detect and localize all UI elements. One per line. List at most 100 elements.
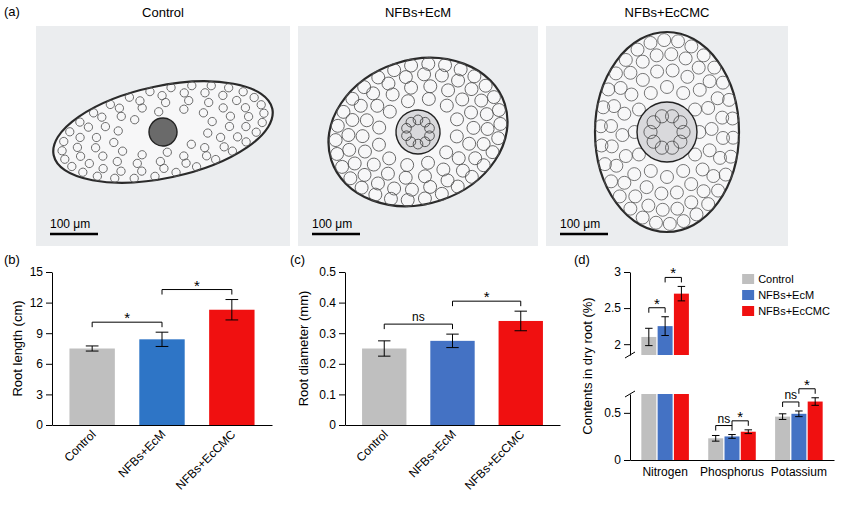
cell (206, 81, 216, 91)
y-tick: 12 (30, 296, 52, 310)
cell (157, 91, 167, 101)
cell (98, 151, 108, 161)
scale-bar (50, 233, 98, 236)
cell (484, 144, 500, 160)
cell (452, 61, 468, 77)
legend-label: NFBs+EcM (758, 289, 814, 301)
cell (702, 101, 715, 114)
cell (101, 122, 111, 132)
cell (216, 132, 226, 142)
error-bar (715, 435, 716, 441)
cell (130, 115, 140, 125)
cell (656, 203, 669, 216)
error-cap (795, 416, 802, 417)
stele-cell (419, 116, 431, 128)
cell (702, 198, 715, 211)
cell (644, 36, 657, 49)
plot-area (362, 311, 543, 425)
bar (499, 321, 543, 425)
bar (209, 310, 254, 425)
cell (186, 139, 196, 149)
cell (166, 83, 176, 93)
scale-bar-label: 100 μm (560, 217, 600, 231)
cell (257, 118, 267, 128)
cell (199, 108, 209, 118)
significance-label: ns (412, 310, 425, 324)
cell (685, 196, 698, 209)
y-tick-label: 2 (614, 338, 621, 352)
bar (362, 349, 406, 426)
cell (650, 49, 663, 62)
cell (92, 171, 102, 181)
cell (84, 122, 94, 132)
cell (347, 155, 363, 171)
x-tick-label: Nitrogen (642, 465, 687, 479)
cell (679, 52, 692, 65)
error-cap (446, 334, 458, 335)
bar (430, 341, 474, 425)
error-cap (728, 438, 735, 439)
cell (703, 75, 716, 88)
error-cap (86, 351, 99, 352)
bar (741, 432, 756, 460)
y-tick-mark (46, 394, 52, 395)
cell (613, 190, 626, 203)
cell (595, 139, 608, 152)
bar (775, 417, 790, 460)
y-tick: 0 (614, 453, 630, 467)
y-tick: 0.4 (319, 296, 345, 310)
cell (724, 150, 737, 163)
cell (605, 175, 618, 188)
y-tick-mark (624, 344, 630, 345)
y-tick-mark (46, 272, 52, 273)
error-cap (712, 435, 719, 436)
cell (381, 150, 397, 166)
y-axis-title: Root length (cm) (10, 300, 25, 396)
cell (57, 146, 67, 156)
cell (65, 127, 75, 137)
bar-lower-part (641, 394, 656, 460)
cell (370, 69, 386, 85)
image-background (298, 26, 538, 246)
panel-letter: (c) (290, 252, 305, 267)
cell (357, 143, 373, 159)
y-tick: 2 (614, 338, 630, 352)
significance-label: * (804, 376, 810, 393)
cell (473, 92, 489, 108)
error-cap (515, 311, 527, 312)
micrograph (298, 26, 538, 246)
cell (89, 108, 99, 118)
significance-label: ns (718, 412, 731, 426)
cell (145, 87, 155, 97)
cell (356, 167, 372, 183)
cell (439, 97, 455, 113)
cell (681, 70, 694, 83)
cell (636, 73, 649, 86)
x-axis: NitrogenPhosphorusPotassium (631, 461, 835, 479)
cell (450, 178, 466, 194)
error-bar (648, 328, 649, 345)
cell (76, 151, 86, 161)
significance-label: * (737, 408, 743, 425)
y-axis-line (52, 273, 53, 426)
cell (78, 167, 88, 177)
y-axis-title: Root diameter (mm) (296, 291, 311, 407)
x-tick-label: NFBs+EcM (115, 427, 168, 480)
cell (420, 155, 436, 171)
x-tick-label: NFBs+EcCMC (462, 427, 528, 493)
cell (463, 81, 479, 97)
cell (672, 35, 685, 48)
stele-cell (400, 130, 412, 142)
cell (629, 190, 642, 203)
cell (434, 186, 450, 202)
cell (475, 157, 491, 173)
cell (451, 150, 467, 166)
x-tick-label: Phosphorus (700, 465, 764, 479)
cell (200, 88, 210, 98)
legend-item: NFBs+EcCMC (742, 305, 830, 317)
cell (594, 120, 607, 133)
cell (224, 83, 234, 93)
cell (727, 131, 740, 144)
y-tick-mark (624, 460, 630, 461)
root-outline (595, 32, 739, 232)
